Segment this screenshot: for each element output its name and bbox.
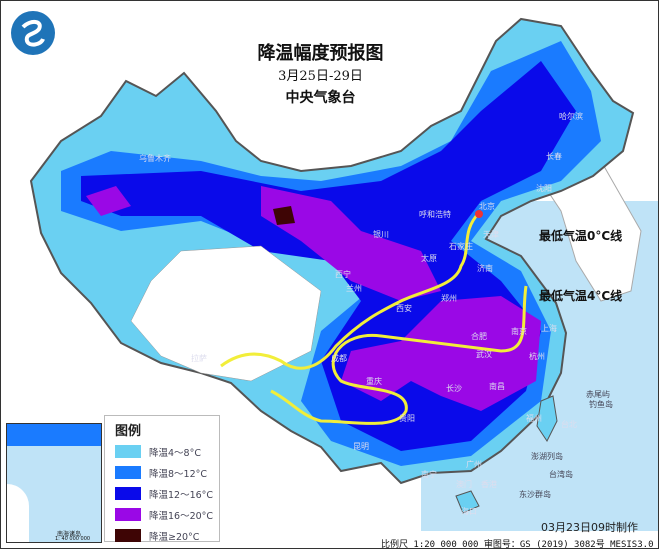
- legend-swatch: [115, 508, 141, 521]
- legend-label: 降温16～20°C: [149, 510, 214, 522]
- date-range: 3月25日-29日: [278, 69, 363, 84]
- map-label: 呼和浩特: [419, 210, 451, 219]
- map-label: 南宁: [421, 470, 437, 479]
- map-label: 台湾岛: [549, 470, 573, 479]
- map-label: 重庆: [366, 377, 382, 386]
- map-label: 兰州: [346, 284, 362, 293]
- legend-title: 图例: [115, 424, 142, 439]
- hainan: [455, 490, 480, 514]
- map-label: 石家庄: [449, 242, 473, 251]
- annotation-4c-line: 最低气温4°C线: [539, 289, 623, 303]
- map-label: 哈尔滨: [559, 112, 583, 121]
- map-label: 澎湖列岛: [531, 452, 563, 461]
- map-label: 南昌: [489, 382, 505, 391]
- map-label: 杭州: [529, 352, 545, 361]
- map-label: 合肥: [471, 332, 487, 341]
- map-label: 海口: [461, 507, 477, 516]
- map-label: 上海: [541, 324, 557, 333]
- region-16-20-xinjiang: [86, 186, 131, 216]
- map-label: 沈阳: [536, 184, 552, 193]
- legend-label: 降温8～12°C: [149, 468, 208, 480]
- legend-label: 降温12～16°C: [149, 489, 214, 501]
- map-label: 北京: [479, 202, 495, 211]
- map-label: 西安: [396, 304, 412, 313]
- map-label: 武汉: [476, 350, 492, 359]
- map-label: 广州: [466, 460, 482, 469]
- issue-time: 03月23日09时制作: [541, 521, 638, 534]
- legend: 图例 降温4～8°C 降温8～12°C 降温12～16°C 降温16～20°C 降温≥2…: [104, 415, 220, 543]
- map-label: 贵阳: [399, 414, 415, 423]
- annotation-0c-line: 最低气温0°C线: [539, 229, 623, 243]
- map-label: 拉萨: [191, 354, 207, 363]
- legend-swatch: [115, 445, 141, 458]
- map-label: 西宁: [335, 270, 351, 279]
- inset-scale: 1: 40 000 000: [55, 536, 91, 542]
- legend-label: 降温4～8°C: [149, 447, 201, 459]
- south-china-sea-inset: 南海诸岛 1: 40 000 000: [6, 423, 102, 543]
- legend-item: 降温8～12°C: [115, 462, 219, 483]
- beijing-star-icon: [475, 210, 483, 218]
- map-label: 台北: [561, 420, 577, 429]
- map-label: 赤尾屿: [586, 390, 610, 399]
- tibet-no-data: [130, 245, 322, 382]
- inset-title: 南海诸岛: [57, 531, 82, 538]
- region-16-20-north: [261, 186, 441, 301]
- map-label: 乌鲁木齐: [139, 154, 171, 163]
- map-label: 昆明: [353, 442, 369, 451]
- issuer: 中央气象台: [285, 90, 356, 106]
- cma-logo-icon: [11, 11, 55, 55]
- map-label: 香港: [481, 480, 497, 489]
- map-title: 降温幅度预报图: [257, 43, 384, 64]
- legend-swatch: [115, 466, 141, 479]
- map-label: 郑州: [441, 294, 457, 303]
- scale-approval: 比例尺 1:20 000 000 审图号：GS (2019) 3082号 MES…: [381, 540, 654, 549]
- map-label: 东沙群岛: [519, 490, 551, 499]
- map-label: 钓鱼岛: [589, 400, 613, 409]
- region-16-20-south: [341, 296, 541, 411]
- map-label: 南京: [511, 327, 527, 336]
- legend-swatch: [115, 529, 141, 542]
- legend-item: 降温12～16°C: [115, 483, 219, 504]
- map-label: 成都: [331, 354, 347, 363]
- taiwan: [536, 395, 558, 442]
- map-label: 澳门: [456, 480, 472, 489]
- line-0c: [220, 211, 481, 370]
- map-label: 长沙: [446, 384, 462, 393]
- legend-item: 降温4～8°C: [115, 441, 219, 462]
- map-label: 天津: [483, 230, 499, 239]
- legend-item: 降温≥20°C: [115, 525, 219, 546]
- map-label: 银川: [373, 230, 389, 239]
- map-label: 济南: [477, 264, 493, 273]
- line-4c: [270, 285, 528, 425]
- legend-swatch: [115, 487, 141, 500]
- map-label: 福州: [526, 414, 542, 423]
- region-over-20: [273, 206, 295, 225]
- legend-item: 降温16～20°C: [115, 504, 219, 525]
- map-label: 长春: [546, 152, 562, 161]
- map-label: 太原: [421, 254, 437, 263]
- legend-label: 降温≥20°C: [149, 531, 200, 543]
